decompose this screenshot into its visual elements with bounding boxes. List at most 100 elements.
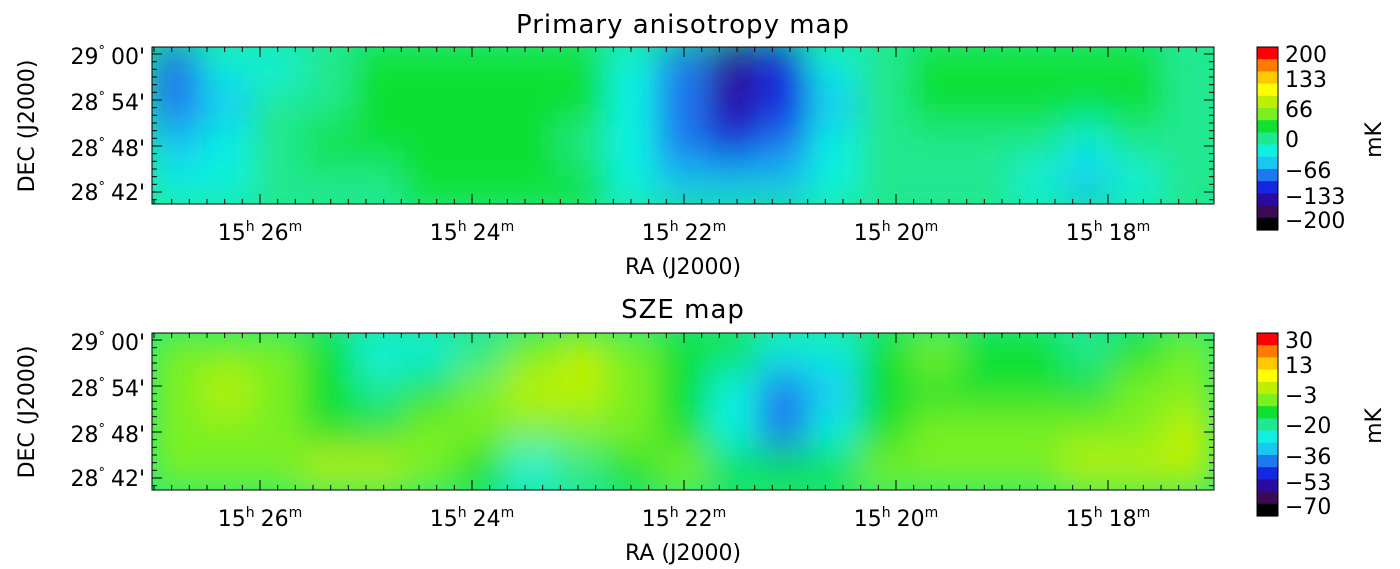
heatmap-cell xyxy=(859,450,912,491)
x-tick-label: 15h 26m xyxy=(218,219,303,246)
colorbar-tick-label: −3 xyxy=(1285,384,1317,409)
heatmap-cell xyxy=(808,332,861,373)
colorbar-swatch xyxy=(1257,145,1278,158)
heatmap-cell xyxy=(1011,332,1064,373)
colorbar-tick-label: 13 xyxy=(1285,354,1313,379)
heatmap-cell xyxy=(1011,164,1064,205)
heatmap-cell xyxy=(707,85,760,126)
heatmap-cell xyxy=(859,164,912,205)
colorbar-swatch xyxy=(1257,406,1278,419)
heatmap-cell xyxy=(859,411,912,452)
heatmap-cell xyxy=(353,332,406,373)
heatmap-cell xyxy=(1112,371,1165,412)
heatmap-cell xyxy=(303,164,356,205)
heatmap-cell xyxy=(960,450,1013,491)
colorbar-swatch xyxy=(1257,504,1278,517)
heatmap-cell xyxy=(657,411,710,452)
heatmap-cell xyxy=(404,164,457,205)
y-axis-label: DEC (J2000) xyxy=(15,346,40,479)
panel-title: SZE map xyxy=(621,295,745,325)
colorbar-swatch xyxy=(1257,206,1278,219)
y-tick-label: 28° 48' xyxy=(70,422,145,448)
x-tick-label: 15h 22m xyxy=(642,219,727,246)
colorbar-swatch xyxy=(1257,418,1278,431)
colorbar-swatch xyxy=(1257,157,1278,170)
heatmap-cell xyxy=(657,125,710,166)
heatmap-cell xyxy=(1162,450,1215,491)
heatmap-cell xyxy=(910,450,963,491)
panel-primary-anisotropy: Primary anisotropy map 29° 00' 28° 54' 28°… xyxy=(15,10,1387,280)
heatmap-cell xyxy=(910,125,963,166)
heatmap-area xyxy=(151,46,1215,205)
heatmap-cell xyxy=(1112,125,1165,166)
y-axis-label: DEC (J2000) xyxy=(15,60,40,193)
heatmap-cell xyxy=(353,371,406,412)
x-tick-label: 15h 18m xyxy=(1066,505,1151,532)
colorbar-tick-label: −36 xyxy=(1285,445,1331,470)
colorbar-swatch xyxy=(1257,59,1278,72)
colorbar-swatch xyxy=(1257,443,1278,456)
heatmap-cell xyxy=(303,450,356,491)
heatmap-cell xyxy=(252,85,305,126)
heatmap-cell xyxy=(1112,85,1165,126)
heatmap-cell xyxy=(1112,450,1165,491)
heatmap-cell xyxy=(1112,411,1165,452)
colorbar-swatch xyxy=(1257,394,1278,407)
heatmap-cell xyxy=(404,46,457,87)
heatmap-area xyxy=(151,332,1215,491)
heatmap-cell xyxy=(556,125,609,166)
x-tick-label: 15h 22m xyxy=(642,505,727,532)
heatmap-cell xyxy=(758,450,811,491)
heatmap-cell xyxy=(758,46,811,87)
heatmap-cells xyxy=(151,332,1215,491)
heatmap-cell xyxy=(859,85,912,126)
heatmap-cell xyxy=(202,46,255,87)
colorbar-tick-label: −133 xyxy=(1285,185,1345,210)
heatmap-cell xyxy=(353,411,406,452)
heatmap-cell xyxy=(151,85,204,126)
colorbar-tick-labels: 30 13 −3 −20 −36 −53 −70 xyxy=(1285,329,1331,520)
heatmap-cell xyxy=(960,411,1013,452)
heatmap-cell xyxy=(707,371,760,412)
heatmap-cell xyxy=(1011,411,1064,452)
heatmap-cell xyxy=(303,371,356,412)
heatmap-cell xyxy=(1061,125,1114,166)
heatmap-cell xyxy=(606,371,659,412)
heatmap-cell xyxy=(1011,371,1064,412)
colorbar-tick-label: 133 xyxy=(1285,68,1327,93)
colorbar-tick-label: 200 xyxy=(1285,43,1327,68)
heatmap-cell xyxy=(151,164,204,205)
heatmap-cell xyxy=(657,46,710,87)
heatmap-cell xyxy=(960,332,1013,373)
heatmap-cell xyxy=(1061,85,1114,126)
heatmap-cell xyxy=(707,411,760,452)
colorbar-swatch xyxy=(1257,169,1278,182)
heatmap-cell xyxy=(505,411,558,452)
colorbar-swatch xyxy=(1257,479,1278,492)
heatmap-cell xyxy=(202,164,255,205)
heatmap-cell xyxy=(202,332,255,373)
heatmap-cell xyxy=(758,371,811,412)
heatmap-cell xyxy=(556,411,609,452)
heatmap-cell xyxy=(454,371,507,412)
heatmap-cell xyxy=(859,371,912,412)
x-tick-label: 15h 26m xyxy=(218,505,303,532)
heatmap-cell xyxy=(960,85,1013,126)
heatmap-cell xyxy=(556,85,609,126)
colorbar-swatches xyxy=(1257,333,1278,517)
heatmap-cell xyxy=(303,332,356,373)
heatmap-cell xyxy=(808,125,861,166)
heatmap-cell xyxy=(1162,371,1215,412)
heatmap-cell xyxy=(151,411,204,452)
heatmap-cell xyxy=(910,371,963,412)
colorbar-swatch xyxy=(1257,96,1278,109)
heatmap-cell xyxy=(556,450,609,491)
colorbar-swatch xyxy=(1257,108,1278,121)
heatmap-cell xyxy=(505,85,558,126)
heatmap-cell xyxy=(657,450,710,491)
heatmap-cell xyxy=(808,164,861,205)
colorbar-swatch xyxy=(1257,120,1278,133)
heatmap-cell xyxy=(606,85,659,126)
colorbar: 30 13 −3 −20 −36 −53 −70 mK xyxy=(1257,329,1387,520)
heatmap-cell xyxy=(657,371,710,412)
